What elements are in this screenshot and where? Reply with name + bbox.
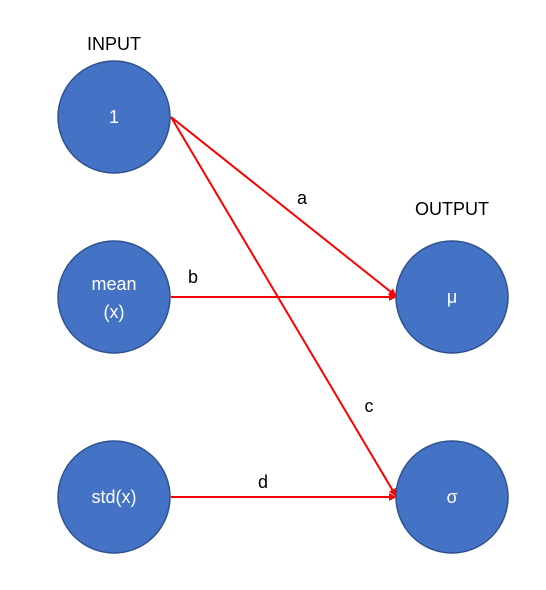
input-heading: INPUT <box>87 34 141 54</box>
node-mean-label-line1: mean <box>91 274 136 294</box>
node-sigma: σ <box>395 440 509 554</box>
node-std: std(x) <box>57 440 171 554</box>
node-std-label: std(x) <box>92 487 137 507</box>
edge-label-a: a <box>297 188 308 208</box>
edge-label-d: d <box>258 472 268 492</box>
node-sigma-label: σ <box>446 487 457 507</box>
node-mu: μ <box>395 240 509 354</box>
edge-a <box>170 116 397 297</box>
output-heading: OUTPUT <box>415 199 489 219</box>
node-one: 1 <box>57 60 171 174</box>
node-mean: mean (x) <box>57 240 171 354</box>
edge-label-c: c <box>365 396 374 416</box>
edge-c <box>170 116 397 497</box>
node-mean-label-line2: (x) <box>104 302 125 322</box>
edge-label-b: b <box>188 267 198 287</box>
node-mu-label: μ <box>447 287 457 307</box>
node-one-label: 1 <box>109 107 119 127</box>
